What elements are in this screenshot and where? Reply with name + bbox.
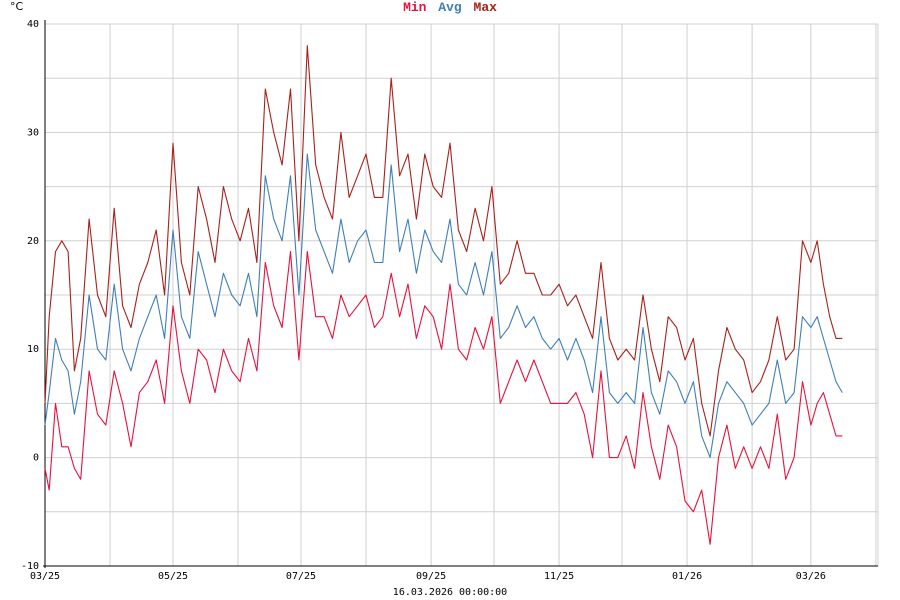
y-axis-unit: °C: [10, 0, 24, 13]
x-tick-label: 03/25: [30, 571, 60, 582]
legend-avg: Avg: [438, 0, 462, 15]
tick-labels: -10 0 10 20 30 40 03/25 05/25 07/25 09/25 11/25 01/…: [21, 19, 826, 582]
series-line-max: [44, 45, 843, 437]
y-tick-label: 30: [27, 127, 39, 138]
x-tick-label: 11/25: [544, 571, 574, 582]
x-tick-label: 09/25: [416, 571, 446, 582]
x-tick-label: 05/25: [158, 571, 188, 582]
chart-legend: Min Avg Max: [0, 0, 900, 15]
x-tick-label: 07/25: [286, 571, 316, 582]
legend-min: Min: [403, 0, 427, 15]
series-line-avg: [44, 153, 843, 459]
series-line-min: [44, 251, 843, 545]
series-lines: [44, 45, 843, 545]
timestamp-label: 16.03.2026 00:00:00: [392, 587, 508, 598]
y-tick-label: 0: [33, 453, 39, 464]
grid-lines: [45, 23, 879, 567]
legend-max: Max: [473, 0, 497, 15]
y-tick-label: 10: [27, 344, 39, 355]
x-tick-label: 01/26: [672, 571, 702, 582]
y-tick-label: 40: [27, 19, 39, 30]
y-tick-label: 20: [27, 236, 39, 247]
y-tick-label: -10: [21, 561, 39, 572]
axes: [43, 20, 878, 568]
x-tick-label: 03/26: [796, 571, 826, 582]
